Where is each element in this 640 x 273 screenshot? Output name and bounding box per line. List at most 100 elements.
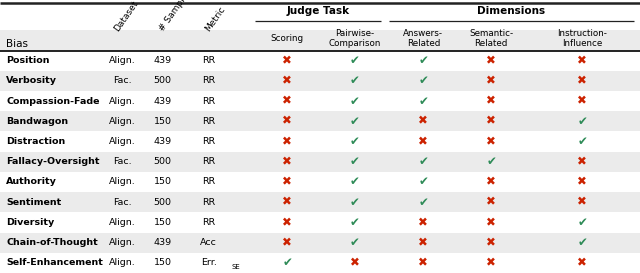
- Text: ✔: ✔: [419, 95, 428, 108]
- Text: Align.: Align.: [109, 218, 136, 227]
- Text: 439: 439: [154, 238, 172, 247]
- Text: ✖: ✖: [577, 256, 588, 269]
- Text: ✖: ✖: [282, 135, 292, 148]
- Text: Semantic-
Related: Semantic- Related: [469, 29, 513, 48]
- Text: ✖: ✖: [282, 236, 292, 249]
- FancyBboxPatch shape: [0, 192, 640, 212]
- Text: RR: RR: [202, 56, 215, 65]
- Text: Scoring: Scoring: [271, 34, 304, 43]
- Text: ✖: ✖: [577, 196, 588, 209]
- FancyBboxPatch shape: [0, 253, 640, 273]
- FancyBboxPatch shape: [0, 131, 640, 152]
- FancyBboxPatch shape: [0, 111, 640, 131]
- FancyBboxPatch shape: [0, 172, 640, 192]
- Text: ✖: ✖: [282, 155, 292, 168]
- Text: ✖: ✖: [282, 196, 292, 209]
- Text: Fallacy-Oversight: Fallacy-Oversight: [6, 157, 100, 166]
- Text: ✔: ✔: [419, 74, 428, 87]
- FancyBboxPatch shape: [0, 212, 640, 233]
- Text: ✔: ✔: [349, 155, 360, 168]
- Text: ✔: ✔: [282, 256, 292, 269]
- Text: Judge Task: Judge Task: [287, 6, 349, 16]
- Text: SE: SE: [232, 264, 241, 270]
- Text: Align.: Align.: [109, 117, 136, 126]
- Text: Diversity: Diversity: [6, 218, 54, 227]
- Text: RR: RR: [202, 76, 215, 85]
- Text: ✖: ✖: [486, 95, 496, 108]
- Text: Self-Enhancement: Self-Enhancement: [6, 258, 103, 267]
- Text: ✖: ✖: [486, 256, 496, 269]
- Text: RR: RR: [202, 97, 215, 106]
- Text: RR: RR: [202, 157, 215, 166]
- Text: 439: 439: [154, 97, 172, 106]
- Text: Dataset: Dataset: [113, 0, 140, 33]
- Text: ✖: ✖: [577, 95, 588, 108]
- Text: Compassion-Fade: Compassion-Fade: [6, 97, 100, 106]
- Text: RR: RR: [202, 137, 215, 146]
- Text: ✖: ✖: [349, 256, 360, 269]
- Text: Align.: Align.: [109, 137, 136, 146]
- Text: ✔: ✔: [577, 115, 588, 128]
- Text: Align.: Align.: [109, 56, 136, 65]
- Text: Fac.: Fac.: [113, 76, 132, 85]
- Text: RR: RR: [202, 198, 215, 207]
- Text: ✖: ✖: [486, 216, 496, 229]
- Text: ✔: ✔: [577, 236, 588, 249]
- FancyBboxPatch shape: [0, 91, 640, 111]
- Text: ✔: ✔: [419, 176, 428, 188]
- Text: Err.: Err.: [201, 258, 216, 267]
- Text: ✔: ✔: [419, 196, 428, 209]
- Text: Align.: Align.: [109, 97, 136, 106]
- Text: ✔: ✔: [419, 54, 428, 67]
- Text: ✔: ✔: [577, 135, 588, 148]
- Text: ✖: ✖: [282, 216, 292, 229]
- Text: ✖: ✖: [486, 236, 496, 249]
- Text: ✔: ✔: [349, 74, 360, 87]
- Text: ✖: ✖: [486, 196, 496, 209]
- Text: Authority: Authority: [6, 177, 57, 186]
- Text: # Sample: # Sample: [157, 0, 190, 33]
- Text: ✔: ✔: [349, 54, 360, 67]
- Text: Instruction-
Influence: Instruction- Influence: [557, 29, 607, 48]
- Text: Fac.: Fac.: [113, 198, 132, 207]
- Text: Bandwagon: Bandwagon: [6, 117, 68, 126]
- Text: ✖: ✖: [282, 115, 292, 128]
- Text: 439: 439: [154, 137, 172, 146]
- Text: ✔: ✔: [349, 176, 360, 188]
- Text: Sentiment: Sentiment: [6, 198, 61, 207]
- Text: Position: Position: [6, 56, 50, 65]
- Text: Chain-of-Thought: Chain-of-Thought: [6, 238, 98, 247]
- FancyBboxPatch shape: [0, 51, 640, 71]
- Text: RR: RR: [202, 218, 215, 227]
- Text: ✖: ✖: [419, 256, 428, 269]
- Text: ✖: ✖: [419, 135, 428, 148]
- Text: ✖: ✖: [577, 176, 588, 188]
- FancyBboxPatch shape: [0, 152, 640, 172]
- Text: 500: 500: [154, 198, 172, 207]
- FancyBboxPatch shape: [0, 71, 640, 91]
- Text: Fac.: Fac.: [113, 157, 132, 166]
- Text: ✔: ✔: [486, 155, 496, 168]
- Text: ✔: ✔: [349, 216, 360, 229]
- Text: ✔: ✔: [419, 155, 428, 168]
- Text: Acc: Acc: [200, 238, 217, 247]
- Text: RR: RR: [202, 117, 215, 126]
- Text: ✖: ✖: [282, 176, 292, 188]
- Text: 500: 500: [154, 76, 172, 85]
- Text: RR: RR: [202, 177, 215, 186]
- Text: 150: 150: [154, 218, 172, 227]
- Text: 439: 439: [154, 56, 172, 65]
- FancyBboxPatch shape: [0, 233, 640, 253]
- Text: ✖: ✖: [282, 74, 292, 87]
- Text: ✖: ✖: [282, 95, 292, 108]
- Text: ✖: ✖: [282, 54, 292, 67]
- Text: ✔: ✔: [349, 196, 360, 209]
- Text: ✖: ✖: [486, 74, 496, 87]
- Text: Distraction: Distraction: [6, 137, 66, 146]
- Text: Verbosity: Verbosity: [6, 76, 58, 85]
- Text: ✖: ✖: [577, 155, 588, 168]
- Text: ✖: ✖: [419, 216, 428, 229]
- Text: Answers-
Related: Answers- Related: [403, 29, 444, 48]
- Text: Align.: Align.: [109, 258, 136, 267]
- FancyBboxPatch shape: [0, 30, 640, 51]
